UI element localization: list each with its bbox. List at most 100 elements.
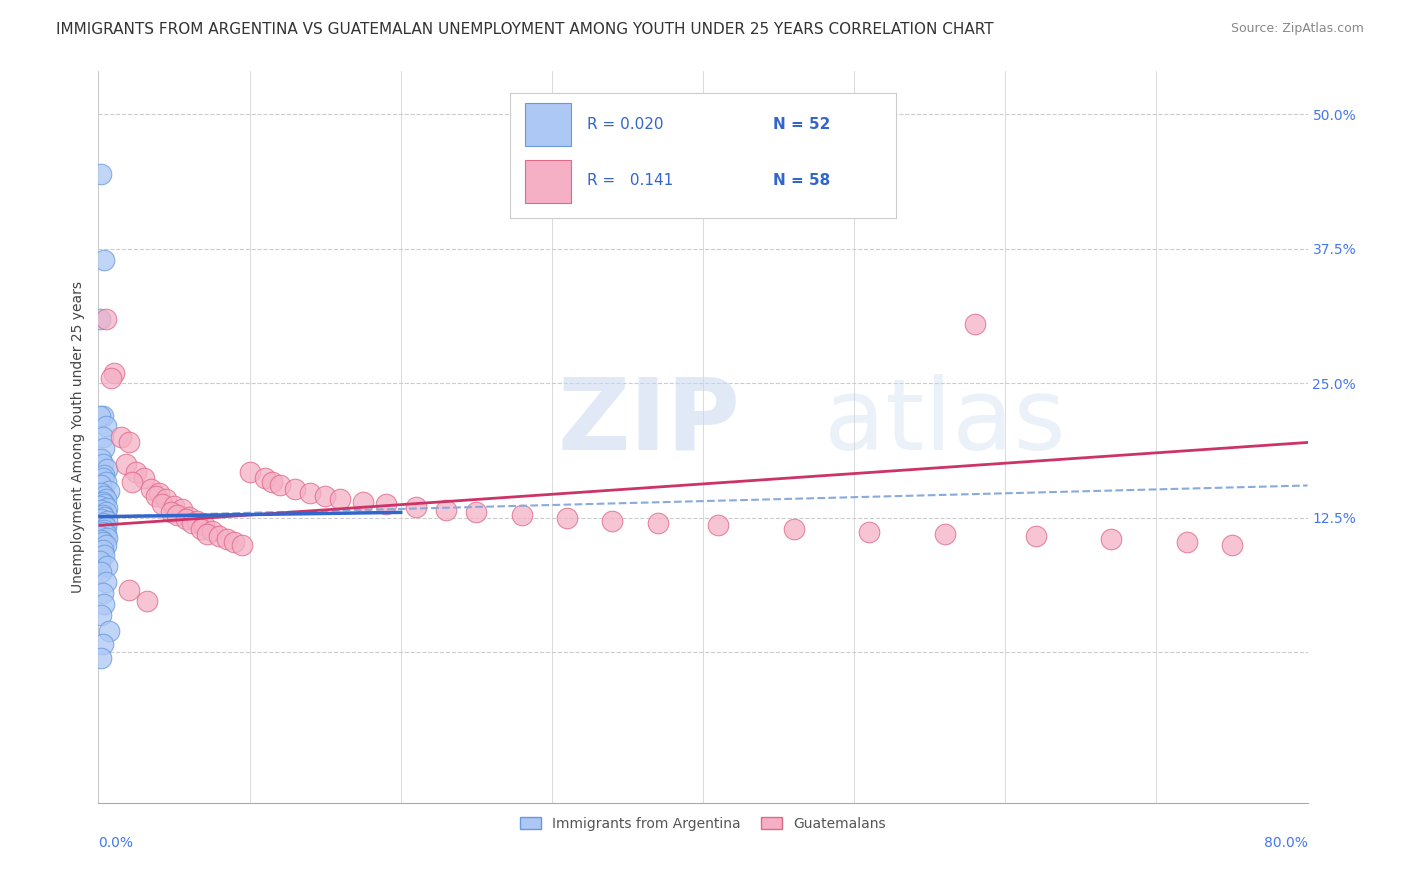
Point	[96, 559, 118, 574]
Text: 80.0%: 80.0%	[1264, 836, 1308, 850]
Point	[510, 508, 533, 522]
Point	[91, 637, 114, 651]
Point	[91, 543, 114, 558]
Point	[195, 527, 218, 541]
Point	[98, 624, 121, 638]
Text: IMMIGRANTS FROM ARGENTINA VS GUATEMALAN UNEMPLOYMENT AMONG YOUTH UNDER 25 YEARS : IMMIGRANTS FROM ARGENTINA VS GUATEMALAN …	[56, 22, 994, 37]
Point	[98, 483, 121, 498]
Point	[193, 518, 215, 533]
Point	[132, 471, 155, 485]
Text: ZIP: ZIP	[558, 374, 741, 471]
Point	[93, 489, 115, 503]
Point	[96, 531, 118, 545]
Point	[166, 508, 188, 522]
Point	[90, 650, 112, 665]
Point	[96, 501, 118, 516]
Point	[141, 482, 163, 496]
Point	[125, 465, 148, 479]
Point	[90, 478, 112, 492]
Point	[94, 419, 117, 434]
Point	[90, 533, 112, 548]
Point	[100, 371, 122, 385]
Point	[269, 478, 291, 492]
Point	[94, 492, 117, 507]
Point	[160, 505, 183, 519]
Y-axis label: Unemployment Among Youth under 25 years: Unemployment Among Youth under 25 years	[72, 281, 86, 593]
Point	[284, 482, 307, 496]
Point	[91, 516, 114, 530]
Point	[118, 582, 141, 597]
Point	[121, 475, 143, 490]
Point	[465, 505, 488, 519]
Point	[352, 494, 374, 508]
Point	[91, 471, 114, 485]
Point	[91, 494, 114, 508]
Point	[93, 597, 115, 611]
Text: atlas: atlas	[824, 374, 1066, 471]
Point	[145, 489, 167, 503]
Point	[103, 366, 125, 380]
Point	[91, 535, 114, 549]
Point	[94, 505, 117, 519]
Point	[231, 538, 253, 552]
Point	[1024, 529, 1046, 543]
Point	[90, 607, 112, 622]
Point	[215, 533, 238, 547]
Point	[1220, 538, 1243, 552]
Point	[262, 475, 284, 490]
Point	[94, 575, 117, 590]
Point	[94, 520, 117, 534]
Point	[299, 486, 322, 500]
Point	[163, 499, 186, 513]
Point	[135, 593, 157, 607]
Point	[110, 430, 132, 444]
Point	[96, 462, 118, 476]
Point	[174, 512, 197, 526]
Point	[94, 475, 117, 490]
Point	[93, 523, 115, 537]
Point	[91, 524, 114, 539]
Point	[647, 516, 669, 530]
Legend: Immigrants from Argentina, Guatemalans: Immigrants from Argentina, Guatemalans	[515, 811, 891, 836]
Point	[93, 467, 115, 482]
Point	[555, 510, 578, 524]
Point	[858, 524, 880, 539]
Point	[155, 492, 177, 507]
Point	[89, 409, 111, 423]
Text: Source: ZipAtlas.com: Source: ZipAtlas.com	[1230, 22, 1364, 36]
Point	[707, 518, 730, 533]
Point	[91, 508, 114, 522]
Point	[90, 565, 112, 579]
Point	[434, 503, 457, 517]
Point	[91, 457, 114, 471]
Point	[114, 457, 136, 471]
Point	[314, 489, 336, 503]
Point	[93, 441, 115, 455]
Point	[93, 549, 115, 563]
Point	[96, 514, 118, 528]
Point	[89, 554, 111, 568]
Point	[90, 512, 112, 526]
Point	[89, 499, 111, 513]
Point	[94, 311, 117, 326]
Point	[150, 497, 173, 511]
Point	[170, 502, 193, 516]
Point	[783, 521, 806, 535]
Point	[89, 311, 111, 326]
Point	[94, 538, 117, 552]
Text: 0.0%: 0.0%	[98, 836, 134, 850]
Point	[148, 486, 170, 500]
Point	[91, 409, 114, 423]
Point	[190, 521, 212, 535]
Point	[181, 516, 204, 530]
Point	[118, 435, 141, 450]
Point	[1175, 535, 1198, 549]
Point	[93, 509, 115, 524]
Point	[405, 500, 427, 514]
Point	[90, 451, 112, 466]
Point	[90, 503, 112, 517]
Point	[201, 524, 224, 538]
Point	[90, 486, 112, 500]
Point	[94, 527, 117, 541]
Point	[91, 586, 114, 600]
